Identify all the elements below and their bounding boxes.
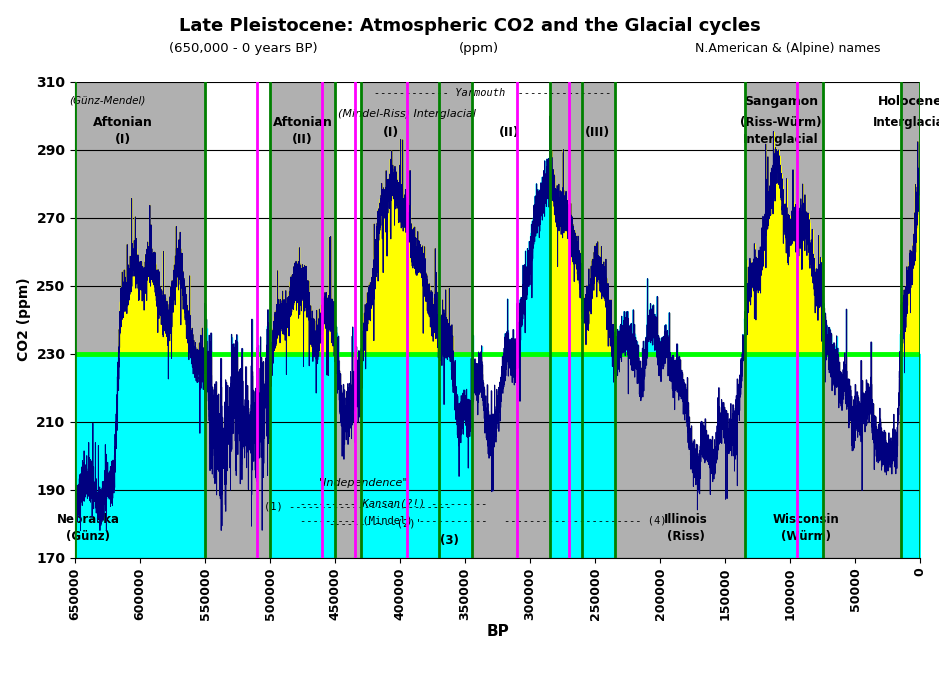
Text: (I): (I) bbox=[383, 126, 399, 139]
Text: Illinois: Illinois bbox=[664, 513, 708, 526]
Text: (ppm): (ppm) bbox=[459, 42, 499, 55]
Text: Wisconsin: Wisconsin bbox=[773, 513, 839, 526]
X-axis label: BP: BP bbox=[486, 624, 509, 639]
Text: Interglacial: Interglacial bbox=[872, 116, 939, 129]
Text: (Riss-Würm): (Riss-Würm) bbox=[740, 116, 822, 129]
Text: --------- Kansan(?!) ---------: --------- Kansan(?!) --------- bbox=[300, 498, 487, 508]
Text: Late Pleistocene: Atmospheric CO2 and the Glacial cycles: Late Pleistocene: Atmospheric CO2 and th… bbox=[178, 17, 761, 35]
Text: --------- (Mindel) -----------: --------- (Mindel) ----------- bbox=[300, 515, 487, 525]
Text: Sangamon: Sangamon bbox=[744, 95, 818, 108]
Text: N.American & (Alpine) names: N.American & (Alpine) names bbox=[695, 42, 881, 55]
Text: (Riss): (Riss) bbox=[668, 530, 705, 543]
Text: -----------(2)': -----------(2)' bbox=[329, 519, 423, 528]
Bar bbox=[75, 82, 205, 558]
Text: (Günz-Mendel): (Günz-Mendel) bbox=[69, 95, 146, 105]
Bar bbox=[270, 82, 335, 558]
Text: ------------ Yarmouth  ---------------: ------------ Yarmouth --------------- bbox=[374, 88, 611, 99]
Text: (Mindel-Riss) Interglacial: (Mindel-Riss) Interglacial bbox=[338, 109, 476, 119]
Text: (650,000 - 0 years BP): (650,000 - 0 years BP) bbox=[169, 42, 317, 55]
Bar bbox=[362, 82, 471, 558]
Text: (Würm): (Würm) bbox=[781, 530, 831, 543]
Text: (III): (III) bbox=[585, 126, 610, 139]
Text: Holocene: Holocene bbox=[878, 95, 939, 108]
Y-axis label: CO2 (ppm): CO2 (ppm) bbox=[17, 278, 31, 361]
Text: Aftonian: Aftonian bbox=[93, 116, 153, 129]
Text: Aftonian: Aftonian bbox=[272, 116, 332, 129]
Text: Interglacial: Interglacial bbox=[744, 133, 819, 146]
Text: (II): (II) bbox=[292, 133, 313, 146]
Text: "Independence": "Independence" bbox=[319, 478, 408, 488]
Bar bbox=[549, 82, 615, 558]
Bar bbox=[745, 82, 823, 558]
Text: (3): (3) bbox=[440, 534, 459, 547]
Text: (I): (I) bbox=[115, 133, 131, 146]
Text: (II): (II) bbox=[499, 126, 520, 139]
Text: Nebraska: Nebraska bbox=[56, 513, 119, 526]
Text: ---------------------- (4): ---------------------- (4) bbox=[504, 515, 667, 525]
Text: (Günz): (Günz) bbox=[66, 530, 110, 543]
Text: (1) --------------------------: (1) -------------------------- bbox=[264, 502, 451, 511]
Bar bbox=[901, 82, 920, 558]
